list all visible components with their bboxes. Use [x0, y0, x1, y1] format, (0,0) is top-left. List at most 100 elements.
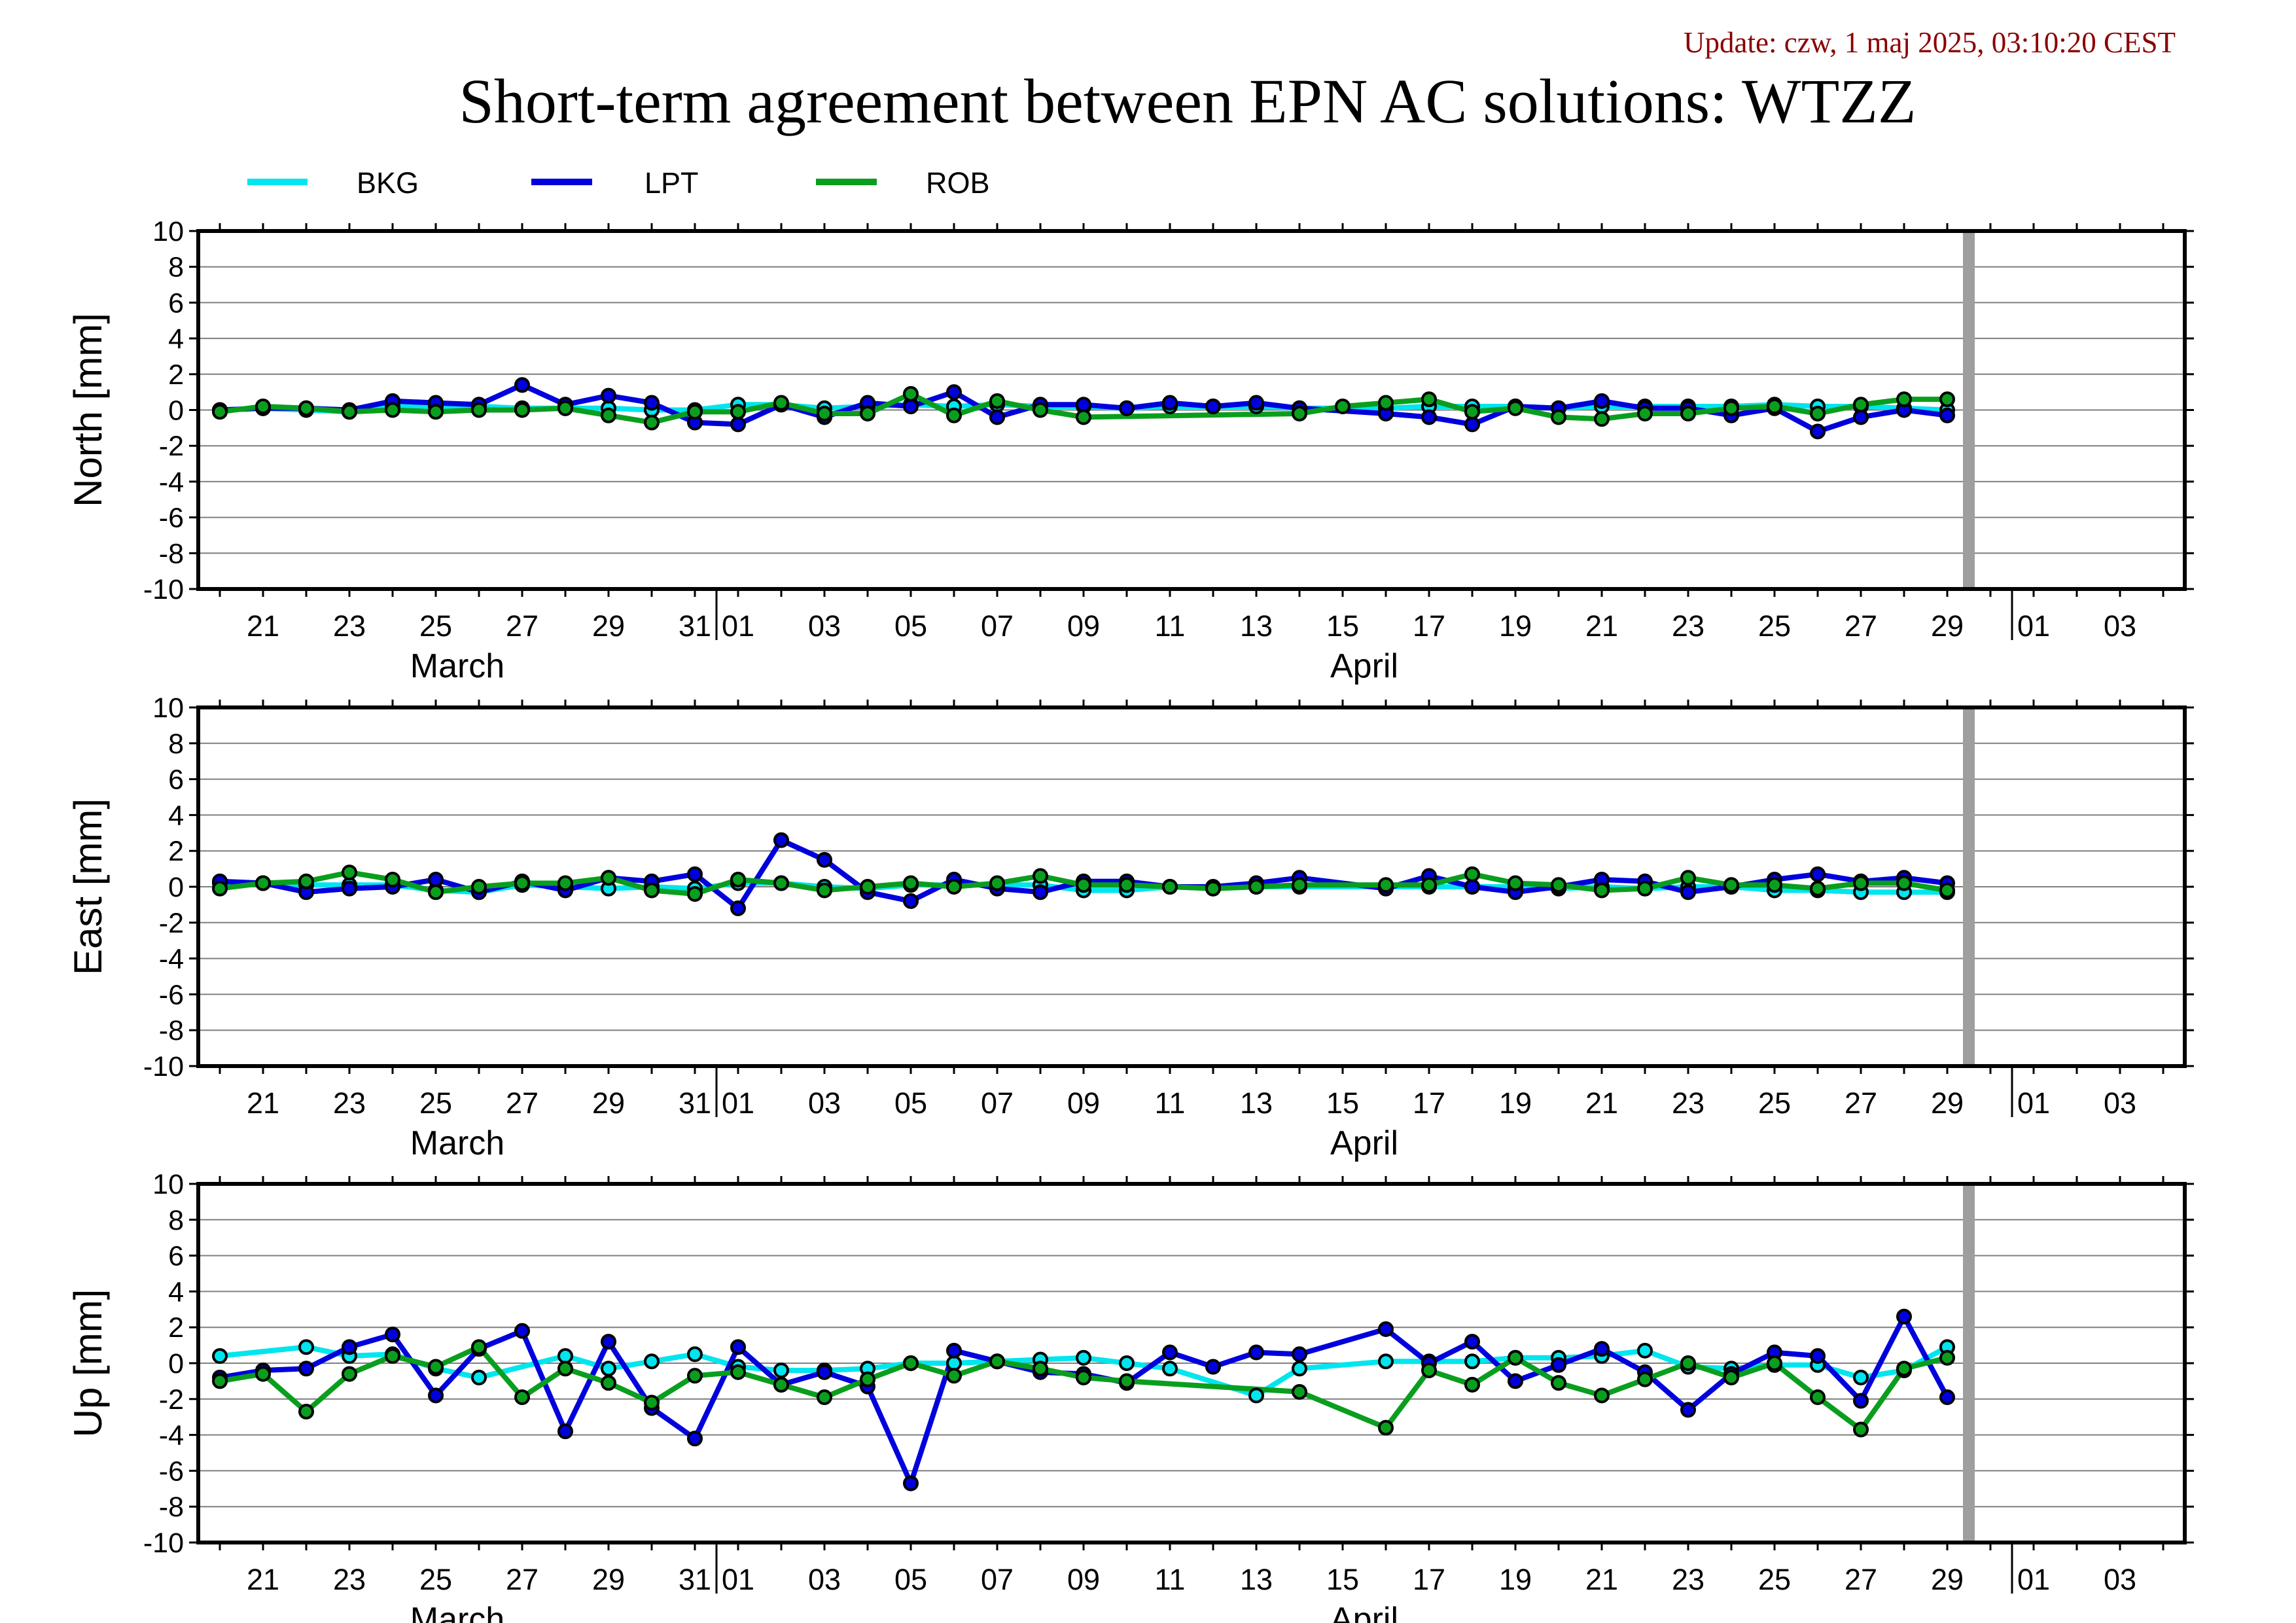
- data-point-lpt: [817, 851, 832, 868]
- x-tick-label: 29: [1931, 609, 1964, 643]
- current-day-marker: [1963, 231, 1975, 589]
- y-tick-label: 4: [168, 1276, 184, 1308]
- panel-frame: [196, 229, 2187, 591]
- data-point-rob: [514, 1389, 530, 1406]
- data-point-rob: [1637, 405, 1653, 421]
- y-tick-label: 0: [168, 395, 184, 427]
- data-point-lpt: [730, 900, 746, 916]
- data-point-rob: [557, 1361, 573, 1377]
- x-tick-label: 01: [722, 1563, 754, 1596]
- data-point-lpt: [773, 832, 789, 848]
- data-point-lpt: [385, 1327, 400, 1343]
- x-tick-label: 31: [679, 1086, 711, 1120]
- data-point-bkg: [773, 1362, 789, 1378]
- data-point-lpt: [687, 1431, 703, 1447]
- data-point-rob: [1939, 882, 1955, 899]
- x-tick-label: 01: [2017, 609, 2050, 643]
- data-point-bkg: [212, 1348, 228, 1364]
- data-point-lpt: [428, 1387, 444, 1404]
- data-point-lpt: [903, 1475, 919, 1491]
- legend: BKG LPT ROB: [247, 166, 990, 200]
- series-lpt: [217, 382, 1950, 435]
- data-point-rob: [1551, 1375, 1566, 1391]
- x-axis: 21 23 25 27 29 31 01 03 05 07 09 11 13 15 17 19 21 23 25 27…: [219, 1176, 2164, 1623]
- data-point-rob: [342, 865, 357, 881]
- x-tick-label: 17: [1413, 1563, 1445, 1596]
- data-point-rob: [1767, 399, 1782, 415]
- data-point-rob: [1853, 397, 1869, 413]
- data-point-rob: [212, 880, 228, 897]
- data-point-rob: [644, 414, 660, 431]
- data-point-rob: [1335, 399, 1351, 415]
- data-point-rob: [1421, 391, 1437, 408]
- x-tick-label: 31: [679, 609, 711, 643]
- data-point-rob: [773, 1376, 789, 1393]
- x-tick-label: 25: [419, 1563, 452, 1596]
- data-point-lpt: [1292, 1346, 1307, 1363]
- data-point-rob: [1378, 1419, 1394, 1436]
- data-point-rob: [212, 404, 228, 420]
- y-tick-label: -2: [159, 908, 184, 939]
- x-tick-label: 01: [2017, 1086, 2050, 1120]
- data-point-rob: [298, 400, 314, 416]
- x-tick-label: 05: [894, 1563, 927, 1596]
- x-tick-label: 21: [1585, 609, 1618, 643]
- data-point-rob: [1723, 1369, 1739, 1385]
- data-point-lpt: [1508, 1373, 1523, 1389]
- data-point-lpt: [1810, 1348, 1826, 1364]
- data-point-rob: [212, 1373, 228, 1389]
- data-point-rob: [298, 873, 314, 889]
- data-point-rob: [773, 875, 789, 891]
- data-point-rob: [1637, 880, 1653, 897]
- data-point-lpt: [1076, 397, 1091, 413]
- x-tick-label: 27: [506, 1563, 539, 1596]
- data-point-lpt: [1853, 1393, 1869, 1409]
- data-point-rob: [1723, 400, 1739, 416]
- data-point-rob: [1896, 1361, 1912, 1377]
- y-tick-label: -6: [159, 1455, 184, 1487]
- month-label: March: [410, 1601, 504, 1623]
- panel-frame: [196, 705, 2187, 1068]
- x-tick-label: 17: [1413, 609, 1445, 643]
- data-point-rob: [1810, 1389, 1826, 1406]
- data-point-rob: [471, 1339, 487, 1355]
- x-tick-label: 05: [894, 1086, 927, 1120]
- y-tick-label: -4: [159, 467, 184, 498]
- x-tick-label: 05: [894, 609, 927, 643]
- data-point-rob: [860, 1371, 875, 1387]
- data-point-rob: [1551, 877, 1566, 893]
- data-point-lpt: [342, 1339, 357, 1355]
- data-point-rob: [1205, 880, 1221, 897]
- data-point-lpt: [1248, 1344, 1264, 1361]
- y-tick-label: 8: [168, 728, 184, 760]
- data-point-bkg: [1464, 1353, 1480, 1370]
- data-point-rob: [1464, 1376, 1480, 1393]
- x-tick-label: 11: [1155, 1563, 1186, 1596]
- data-point-rob: [1551, 409, 1566, 425]
- data-point-rob: [1292, 405, 1307, 421]
- data-point-rob: [1508, 875, 1523, 891]
- data-point-bkg: [557, 1348, 573, 1364]
- x-tick-label: 21: [1585, 1563, 1618, 1596]
- data-point-rob: [1119, 1373, 1135, 1389]
- data-point-lpt: [1594, 393, 1610, 409]
- data-point-lpt: [601, 1334, 616, 1350]
- data-point-rob: [1594, 411, 1610, 427]
- x-tick-label: 29: [1931, 1086, 1964, 1120]
- x-tick-label: 25: [419, 609, 452, 643]
- data-point-rob: [1033, 868, 1048, 884]
- data-point-rob: [817, 1389, 832, 1406]
- data-point-rob: [1378, 395, 1394, 411]
- x-tick-label: 25: [419, 1086, 452, 1120]
- data-point-rob: [255, 399, 271, 415]
- data-point-rob: [730, 1364, 746, 1380]
- y-tick-label: 6: [168, 287, 184, 319]
- data-point-rob: [255, 875, 271, 891]
- y-tick-label: -6: [159, 979, 184, 1010]
- x-tick-label: 21: [1585, 1086, 1618, 1120]
- x-tick-label: 31: [679, 1563, 711, 1596]
- data-point-lpt: [298, 1361, 314, 1377]
- x-tick-label: 27: [506, 1086, 539, 1120]
- data-point-rob: [1033, 402, 1048, 418]
- data-point-rob: [428, 884, 444, 901]
